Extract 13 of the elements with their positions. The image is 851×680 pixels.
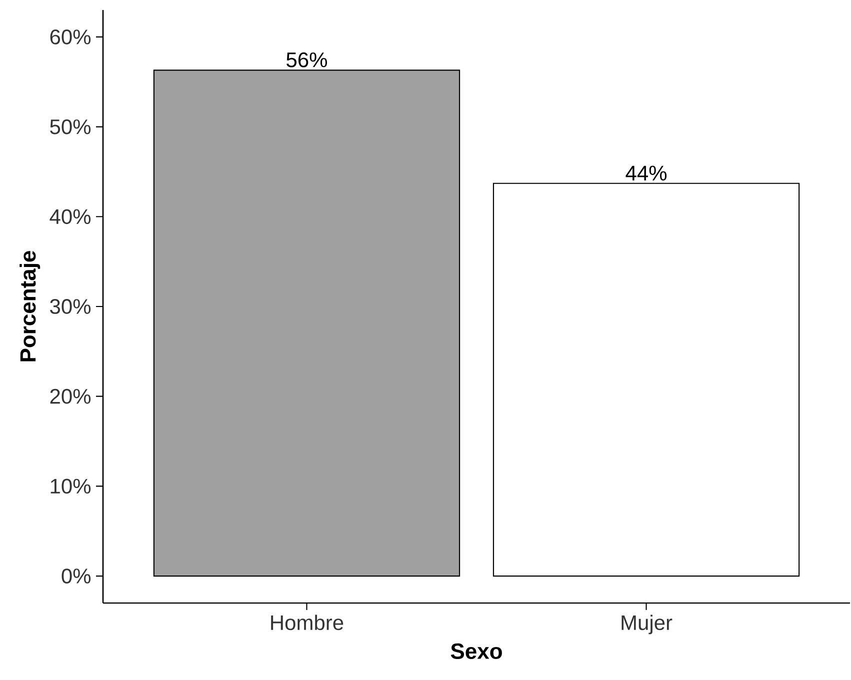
y-tick-label: 30% — [50, 299, 91, 314]
y-tick-label: 50% — [50, 119, 91, 134]
y-tick-label: 20% — [50, 388, 91, 404]
data-label: 56% — [286, 52, 327, 68]
y-tick-label: 10% — [50, 478, 91, 494]
data-label: 44% — [626, 166, 667, 180]
y-tick-label: 40% — [50, 209, 91, 224]
y-tick-label: 0% — [62, 568, 91, 584]
x-axis-title: Sexo — [450, 643, 502, 659]
x-tick-label: Hombre — [271, 614, 344, 630]
y-axis-title: Porcentaje — [20, 251, 40, 362]
x-tick-label: Mujer — [622, 614, 672, 634]
y-tick-label: 60% — [50, 30, 91, 44]
